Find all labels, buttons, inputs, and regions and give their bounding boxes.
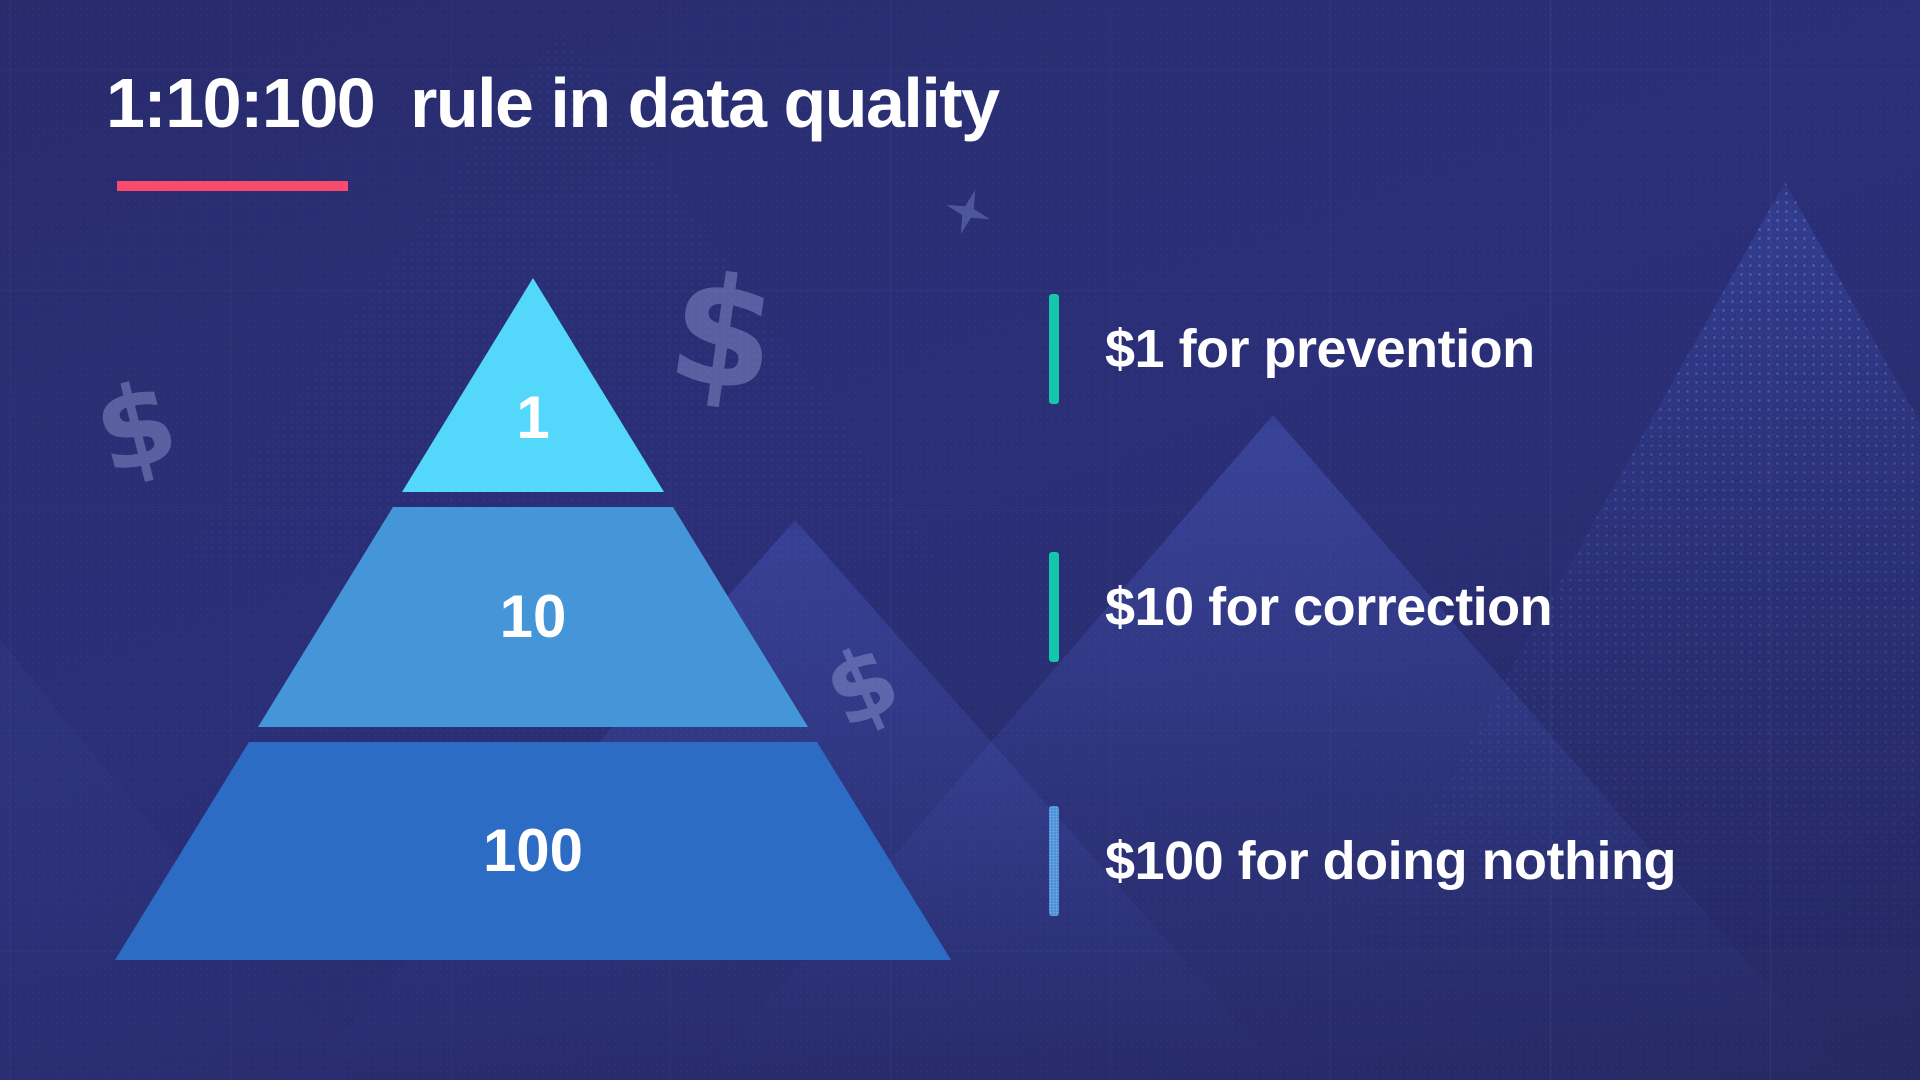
legend-row-doing-nothing: $100 for doing nothing [1049,806,1676,916]
legend-label: $1 for prevention [1105,319,1535,379]
pyramid-tier-bottom-label: 100 [482,817,584,884]
pyramid-tier-bottom [115,742,951,960]
pyramid-tier-top-label: 1 [516,384,550,451]
pyramid-tier-middle-label: 10 [499,583,567,650]
legend-label: $10 for correction [1105,577,1553,637]
legend-row-prevention: $1 for prevention [1049,294,1535,404]
legend-label: $100 for doing nothing [1105,831,1676,891]
accent-bar [1049,552,1059,662]
accent-bar [1049,294,1059,404]
pyramid-chart: 1 10 100 [115,278,951,960]
page-title: 1:10:100 rule in data quality [106,64,1000,142]
title-underline [117,181,348,191]
legend-row-correction: $10 for correction [1049,552,1553,662]
accent-bar [1049,806,1059,916]
